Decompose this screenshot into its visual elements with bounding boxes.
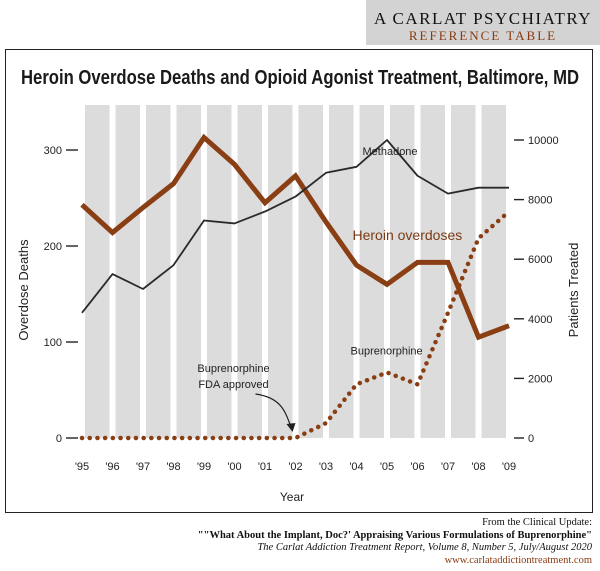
y-right-tick-label: 4000 (528, 314, 552, 326)
x-tick-label: '00 (227, 461, 241, 473)
grid-band (323, 105, 329, 438)
x-tick-label: '97 (136, 461, 150, 473)
grid-band (414, 105, 421, 438)
series-label-heroin-overdoses: Heroin overdoses (353, 227, 463, 243)
grid-band (475, 105, 482, 438)
brand-tab: A CARLAT PSYCHIATRY REFERENCE TABLE (366, 0, 600, 45)
brand-title: A CARLAT PSYCHIATRY (373, 9, 593, 28)
grid-band (384, 105, 390, 438)
grid-band (170, 105, 177, 438)
grid-band (262, 105, 268, 438)
series-line-methadone (81, 139, 509, 314)
credit-line-4[interactable]: www.carlataddictiontreatment.com (444, 554, 592, 566)
credit-line-2: ""What About the Implant, Doc?' Appraisi… (197, 529, 592, 541)
grid-band (140, 105, 146, 438)
brand-subtitle: REFERENCE TABLE (408, 28, 558, 43)
credit-line-1: From the Clinical Update: (482, 517, 592, 528)
x-tick-label: '07 (441, 461, 455, 473)
series-line-heroin-overdoses (80, 133, 510, 341)
grid-band (292, 105, 299, 438)
series-line-buprenorphine (79, 209, 512, 441)
x-tick-label: '05 (380, 461, 394, 473)
series-label-methadone: Methadone (363, 146, 418, 158)
y-left-tick-label: 300 (44, 145, 62, 157)
grid-band (109, 105, 116, 438)
credit-line-3: The Carlat Addiction Treatment Report, V… (257, 542, 592, 553)
y-left-tick-label: 100 (44, 337, 62, 349)
x-tick-label: '06 (410, 461, 424, 473)
x-tick-label: '08 (471, 461, 485, 473)
x-tick-label: '95 (75, 461, 89, 473)
x-tick-label: '98 (166, 461, 180, 473)
x-tick-label: '03 (319, 461, 333, 473)
annotation-line-2: FDA approved (198, 379, 268, 391)
grid-band (506, 105, 512, 438)
y-right-axis-title: Patients Treated (566, 243, 581, 338)
y-right-tick-label: 6000 (528, 254, 552, 266)
x-tick-label: '01 (258, 461, 272, 473)
series-label-buprenorphine: Buprenorphine (351, 345, 423, 357)
credit-block: From the Clinical Update: ""What About t… (32, 517, 592, 567)
y-left-tick-label: 0 (56, 433, 62, 445)
y-left-axis-title: Overdose Deaths (16, 239, 31, 341)
annotation-arrowhead (286, 423, 296, 432)
x-tick-label: '09 (502, 461, 516, 473)
y-left-tick-label: 200 (44, 241, 62, 253)
x-tick-label: '96 (105, 461, 119, 473)
x-axis-title: Year (280, 490, 304, 504)
chart-title: Heroin Overdose Deaths and Opioid Agonis… (21, 67, 579, 89)
y-right-tick-label: 10000 (528, 135, 559, 147)
y-right-tick-label: 0 (528, 433, 534, 445)
grid-band (201, 105, 207, 438)
grid-band (353, 105, 360, 438)
chart-frame (5, 49, 593, 513)
annotation-line-1: Buprenorphine (197, 363, 269, 375)
x-tick-label: '99 (197, 461, 211, 473)
grid-band (231, 105, 238, 438)
x-tick-label: '04 (349, 461, 363, 473)
x-tick-label: '02 (288, 461, 302, 473)
y-right-tick-label: 2000 (528, 373, 552, 385)
grid-band (445, 105, 451, 438)
y-right-tick-label: 8000 (528, 195, 552, 207)
grid-band (79, 105, 85, 438)
